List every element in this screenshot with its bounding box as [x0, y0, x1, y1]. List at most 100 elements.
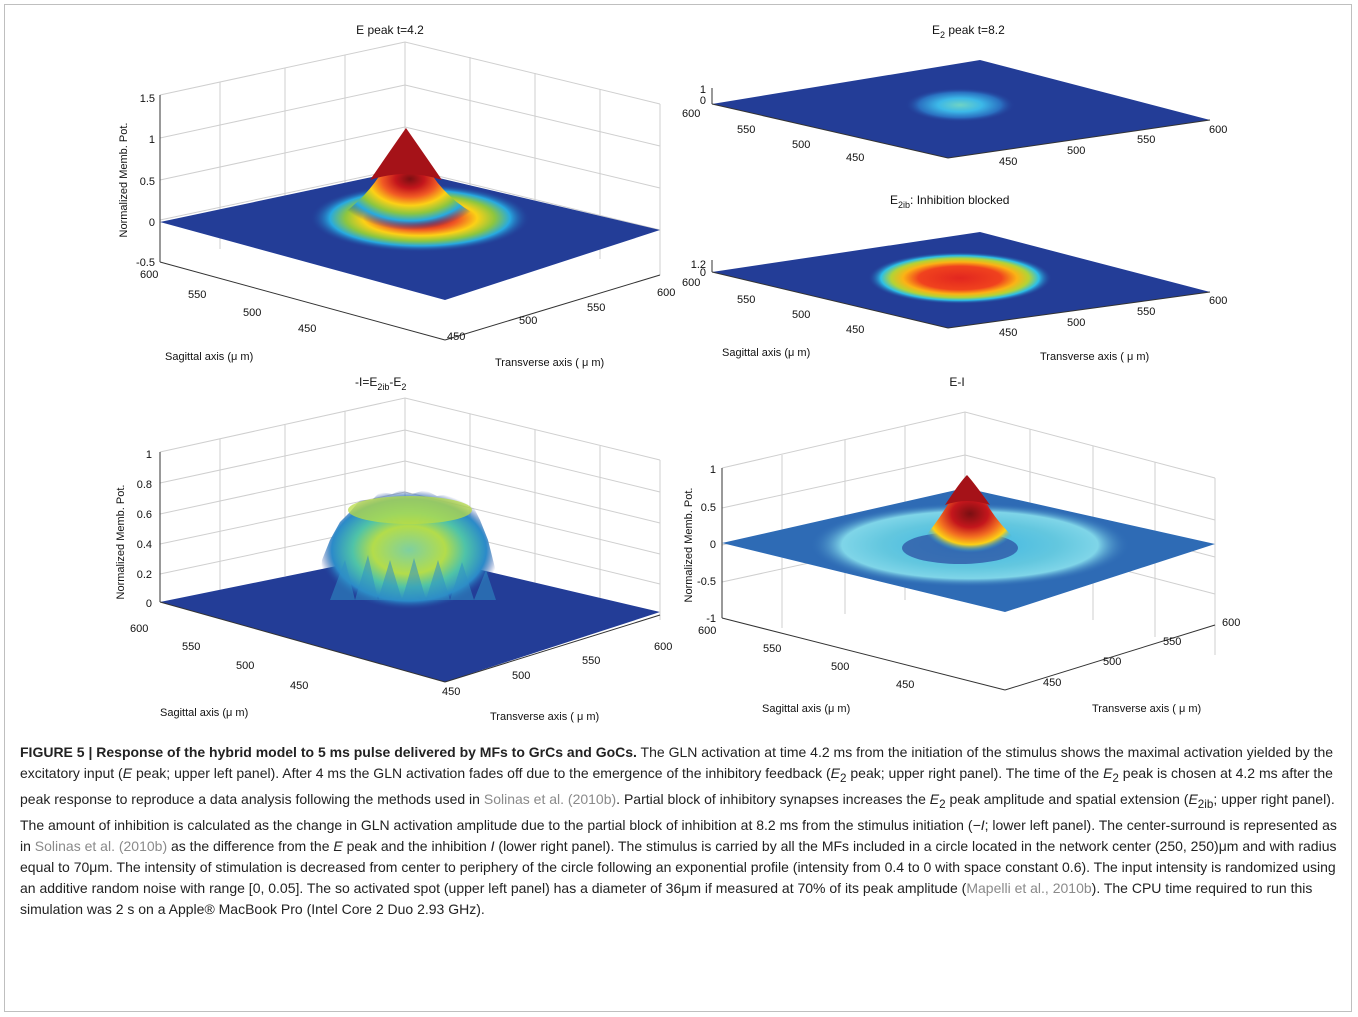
x-axis-label: Transverse axis ( μ m) — [495, 357, 604, 369]
panel-title: E-I — [949, 375, 964, 389]
y-tick: 450 — [846, 152, 864, 164]
x-tick: 600 — [657, 287, 675, 299]
caption-text: peak and the inhibition — [342, 837, 491, 854]
activation-peak — [330, 128, 490, 230]
caption-subscript: 2 — [1112, 771, 1119, 785]
panel-lower-right: E-I 1 0.5 0 -0.5 -1 Normalized Memb. Pot… — [683, 375, 1240, 715]
activation-spot — [868, 252, 1052, 304]
z-tick: 0 — [700, 95, 706, 107]
x-tick: 500 — [1103, 656, 1121, 668]
caption-text: peak; upper left panel). After 4 ms the … — [132, 765, 831, 781]
x-tick: 600 — [1209, 295, 1227, 307]
y-tick: 550 — [763, 643, 781, 655]
caption-text: as the difference from the — [167, 837, 334, 854]
caption-text: The GLN activation at time 4.2 ms from t… — [20, 744, 1334, 781]
y-tick: 450 — [896, 679, 914, 691]
caption-label: FIGURE 5 | Response of the hybrid model … — [20, 744, 637, 760]
z-tick: 0.6 — [137, 509, 152, 521]
axis-grid — [159, 41, 661, 275]
x-tick: 500 — [1067, 145, 1085, 157]
y-tick: 550 — [737, 124, 755, 136]
citation-link[interactable]: Solinas et al. (2010b) — [483, 790, 617, 807]
y-tick: 500 — [243, 307, 261, 319]
y-tick: 550 — [737, 294, 755, 306]
x-axis-label: Transverse axis ( μ m) — [1092, 703, 1201, 715]
z-tick: -0.5 — [697, 576, 716, 588]
figure-frame — [4, 4, 1352, 1012]
panel-lower-left: -I=E2ib-E2 1 0.8 0.6 0.4 0.2 0 Normalize… — [115, 375, 672, 723]
y-tick: 600 — [682, 277, 700, 289]
z-tick: 1 — [146, 449, 152, 461]
z-tick: 1 — [710, 464, 716, 476]
caption-subscript: 2 — [840, 771, 847, 785]
x-tick: 450 — [999, 327, 1017, 339]
caption-italic: −I — [972, 816, 985, 833]
z-axis-label: Normalized Memb. Pot. — [115, 485, 127, 600]
caption-italic: E — [1188, 790, 1198, 807]
y-tick: 450 — [290, 680, 308, 692]
panel-title: -I=E2ib-E2 — [355, 375, 406, 392]
z-tick: 0.5 — [140, 176, 155, 188]
x-tick: 600 — [654, 641, 672, 653]
z-tick: 1.5 — [140, 93, 155, 105]
z-tick: 0.5 — [701, 502, 716, 514]
y-tick: 500 — [792, 309, 810, 321]
center-peak — [918, 475, 1022, 553]
panel-upper-left: E peak t=4.2 1.5 1 0.5 0 -0.5 Normali — [118, 23, 675, 369]
caption-italic: E — [333, 837, 343, 854]
z-tick: -1 — [706, 613, 716, 625]
caption-text: peak; upper right panel). The time of th… — [846, 765, 1104, 781]
y-tick: 550 — [188, 289, 206, 301]
x-tick: 600 — [1222, 617, 1240, 629]
panel-upper-right-bottom: E2ib: Inhibition blocked 1.2 0 600 550 5… — [682, 193, 1227, 363]
y-axis-label: Sagittal axis (μ m) — [722, 347, 810, 359]
x-axis-label: Transverse axis ( μ m) — [1040, 351, 1149, 363]
z-tick: 0.2 — [137, 569, 152, 581]
z-tick: 0 — [146, 598, 152, 610]
z-axis-label: Normalized Memb. Pot. — [118, 123, 130, 238]
y-tick: 500 — [236, 660, 254, 672]
citation-link[interactable]: Mapelli et al., 2010b — [966, 879, 1092, 896]
y-axis-label: Sagittal axis (μ m) — [165, 351, 253, 363]
x-tick: 450 — [1043, 677, 1061, 689]
z-tick: -0.5 — [136, 257, 155, 269]
panel-upper-right-top: E2 peak t=8.2 1 0 600 550 500 450 450 50… — [682, 23, 1227, 168]
z-tick: 0.4 — [137, 539, 152, 551]
caption-italic: E — [929, 790, 940, 807]
caption-text: . Partial block of inhibitory synapses i… — [616, 790, 930, 807]
panel-title: E2 peak t=8.2 — [932, 23, 1005, 40]
y-tick: 550 — [182, 641, 200, 653]
caption-text: peak is chosen at 4.2 ms after the peak … — [20, 765, 1333, 807]
caption-italic: I — [490, 837, 495, 854]
activation-spot — [905, 88, 1015, 122]
y-tick: 600 — [130, 623, 148, 635]
z-axis-label: Normalized Memb. Pot. — [683, 488, 695, 603]
panel-title: E peak t=4.2 — [356, 23, 424, 37]
x-tick: 550 — [1137, 306, 1155, 318]
caption-italic: E — [830, 765, 841, 781]
x-tick: 500 — [519, 315, 537, 327]
caption-text: ; lower left panel). The center-surround… — [20, 816, 1337, 854]
x-tick: 550 — [587, 302, 605, 314]
y-tick: 500 — [831, 661, 849, 673]
panel-title: E2ib: Inhibition blocked — [890, 193, 1009, 210]
figure-plots: E peak t=4.2 1.5 1 0.5 0 -0.5 Normali — [115, 23, 1240, 723]
caption-subscript: 2ib — [1197, 797, 1214, 811]
caption-text: ). The CPU time required to run this sim… — [20, 879, 1313, 917]
x-tick: 500 — [512, 670, 530, 682]
z-tick: 0 — [149, 217, 155, 229]
z-tick: 1 — [700, 84, 706, 96]
x-axis-label: Transverse axis ( μ m) — [490, 711, 599, 723]
surface-floor — [160, 552, 660, 682]
y-tick: 600 — [140, 269, 158, 281]
x-tick: 550 — [582, 655, 600, 667]
axis-lines — [159, 452, 661, 683]
axis-lines — [711, 88, 1211, 159]
z-tick: 0 — [710, 539, 716, 551]
axis-lines — [711, 260, 1211, 329]
caption-text: ; upper right panel). The amount of inhi… — [20, 790, 1335, 833]
axis-lines — [721, 468, 1216, 691]
citation-link[interactable]: Solinas et al. (2010b) — [34, 837, 168, 854]
x-tick: 550 — [1137, 134, 1155, 146]
x-tick: 450 — [999, 156, 1017, 168]
